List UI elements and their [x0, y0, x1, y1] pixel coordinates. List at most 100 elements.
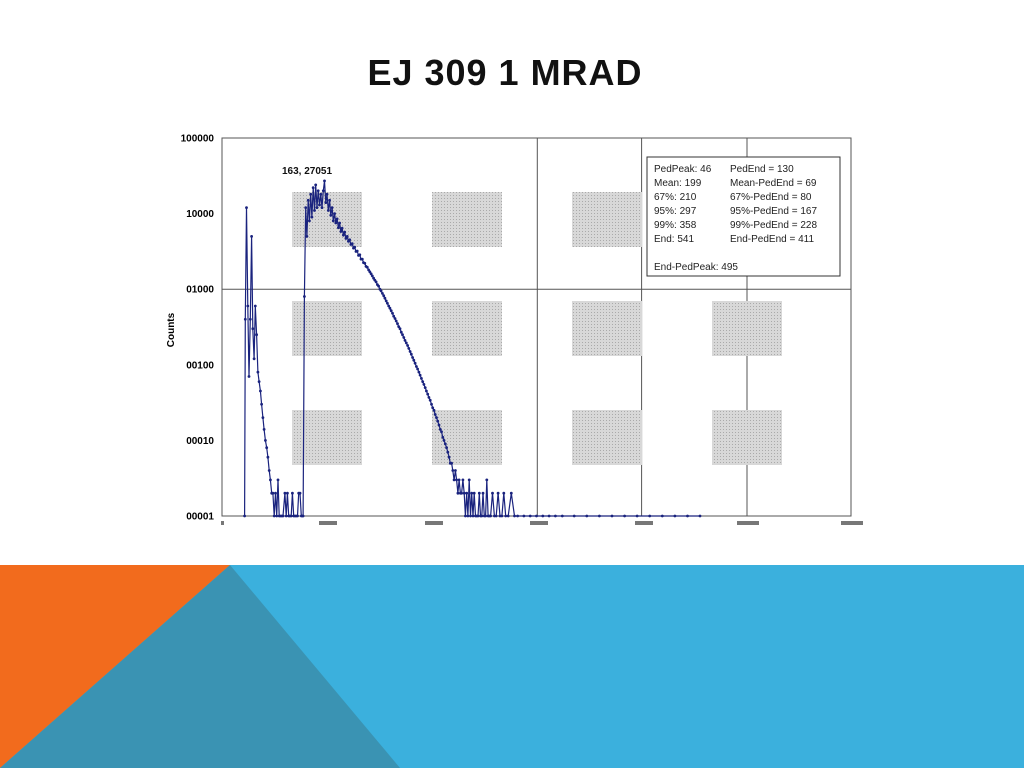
data-point: [504, 514, 508, 518]
data-point: [393, 317, 397, 320]
stats-right-line: Mean-PedEnd = 69: [730, 178, 817, 189]
data-point: [368, 270, 372, 274]
data-point: [334, 221, 338, 225]
data-point: [438, 428, 442, 431]
data-point: [427, 396, 431, 399]
data-point: [344, 237, 348, 240]
data-point: [335, 217, 339, 221]
data-point: [451, 469, 455, 472]
data-point: [407, 347, 411, 350]
data-point: [535, 514, 538, 518]
stats-right-line: End-PedEnd = 411: [730, 234, 814, 245]
data-point: [635, 514, 639, 518]
data-point: [316, 189, 320, 193]
data-point: [330, 206, 334, 210]
data-point: [253, 304, 257, 308]
data-point: [259, 389, 262, 393]
data-point: [455, 478, 458, 482]
data-point: [428, 398, 432, 402]
data-point: [433, 413, 437, 416]
data-point: [435, 416, 438, 419]
y-tick-label: 01000: [186, 285, 214, 296]
data-point: [328, 198, 331, 202]
data-point: [452, 478, 456, 482]
watermark-block: [432, 301, 502, 356]
data-point: [333, 212, 336, 216]
x-tick-fragment: [635, 521, 653, 525]
data-point: [315, 206, 319, 210]
data-point: [409, 352, 413, 356]
data-point: [436, 419, 440, 423]
data-point: [441, 435, 445, 439]
data-point: [391, 311, 394, 315]
x-tick-fragment: [841, 521, 863, 525]
data-point: [467, 478, 471, 482]
data-point: [303, 295, 306, 298]
data-point: [257, 380, 261, 383]
watermark-block: [572, 192, 642, 247]
data-point: [432, 408, 436, 412]
y-tick-label: 100000: [181, 134, 215, 145]
data-point: [281, 514, 285, 518]
data-point: [320, 206, 324, 210]
data-point: [318, 203, 321, 207]
data-point: [358, 253, 362, 257]
data-point: [377, 284, 380, 288]
data-point: [363, 261, 367, 265]
data-point: [267, 469, 271, 472]
data-point: [374, 280, 378, 284]
data-point: [660, 514, 664, 518]
data-point: [623, 514, 626, 518]
data-point: [477, 491, 481, 495]
data-point: [476, 514, 480, 518]
data-point: [338, 221, 341, 225]
data-point: [440, 430, 443, 434]
data-point: [465, 491, 469, 495]
data-point: [484, 514, 487, 518]
data-point: [412, 358, 416, 362]
data-point: [276, 478, 280, 482]
data-point: [384, 299, 388, 303]
data-point: [382, 294, 386, 298]
data-point: [252, 357, 256, 361]
data-point: [686, 514, 689, 518]
data-point: [416, 367, 419, 371]
data-point: [286, 491, 289, 495]
data-point: [489, 514, 492, 518]
data-point: [494, 514, 498, 518]
data-point: [325, 192, 329, 196]
data-point: [491, 491, 494, 495]
data-point: [417, 370, 421, 374]
data-point: [560, 514, 564, 518]
data-point: [353, 245, 357, 249]
watermark-block: [712, 410, 782, 465]
data-point: [421, 380, 425, 383]
data-point: [271, 491, 275, 495]
data-point: [403, 339, 407, 342]
data-point: [355, 249, 359, 253]
data-point: [339, 230, 343, 233]
data-point: [648, 514, 652, 518]
data-point: [509, 491, 513, 495]
data-point: [272, 514, 276, 518]
data-point: [450, 461, 453, 465]
data-point: [305, 235, 309, 238]
data-point: [269, 478, 272, 482]
data-point: [262, 428, 266, 431]
data-point: [698, 514, 702, 518]
data-point: [426, 392, 430, 396]
data-point: [389, 309, 393, 313]
data-point: [256, 370, 260, 374]
data-point: [383, 296, 387, 300]
data-point: [243, 317, 247, 321]
y-axis-title: Counts: [166, 312, 177, 347]
data-point: [502, 491, 506, 495]
x-tick-fragment: [221, 521, 224, 525]
data-point: [454, 469, 457, 472]
x-tick-fragment: [737, 521, 759, 525]
data-point: [265, 446, 269, 450]
data-point: [673, 514, 677, 518]
x-tick-fragment: [425, 521, 443, 525]
data-point: [522, 514, 526, 518]
peak-annotation: 163, 27051: [282, 166, 332, 177]
